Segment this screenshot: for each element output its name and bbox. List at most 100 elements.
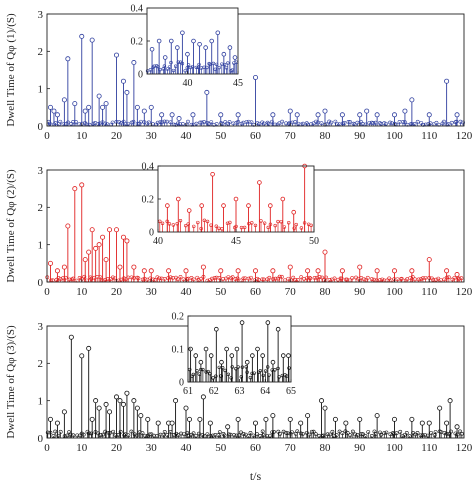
main-2-marker	[416, 277, 421, 282]
main-1-marker	[402, 108, 408, 114]
main-1-marker	[355, 120, 360, 125]
inset-3-marker	[191, 372, 196, 377]
main-1-marker	[246, 119, 251, 124]
main-3-marker	[350, 429, 355, 434]
main-3-marker	[107, 409, 113, 415]
main-3-marker	[217, 430, 222, 435]
main-2-y-tick-label: 2	[38, 202, 44, 214]
main-3-marker	[155, 420, 161, 426]
main-1-marker	[415, 119, 420, 124]
inset-3-marker	[280, 353, 286, 358]
inset-2-marker	[299, 226, 304, 230]
main-3-x-tick-label: 10	[76, 442, 88, 454]
main-2-marker	[178, 274, 183, 279]
main-2-marker	[324, 275, 328, 280]
main-3-marker	[404, 430, 409, 435]
main-3-marker	[194, 433, 198, 438]
inset-1-marker	[152, 64, 156, 68]
inset-3-marker	[208, 353, 214, 358]
main-1-marker	[409, 97, 415, 103]
main-1-marker	[434, 120, 439, 125]
main-1-marker	[277, 121, 282, 126]
inset-2-marker	[196, 220, 200, 225]
inset-2-marker	[292, 226, 296, 230]
main-2-marker	[214, 275, 219, 280]
main-3-marker	[138, 413, 144, 419]
main-3-x-tick-label: 90	[354, 442, 366, 454]
main-3-marker	[47, 416, 53, 422]
main-2-marker	[77, 275, 82, 280]
main-2-x-tick-label: 70	[285, 286, 297, 298]
main-2-marker	[444, 268, 450, 274]
main-1-marker	[270, 119, 274, 124]
main-1-marker	[287, 108, 293, 114]
main-2-y-tick-label: 0	[38, 277, 44, 289]
main-1-marker	[176, 116, 182, 122]
inset-2-marker	[199, 203, 204, 208]
inset-2-y-tick-label: 0	[149, 228, 154, 239]
inset-3-marker	[206, 369, 210, 374]
main-3-marker	[205, 432, 210, 437]
main-1-marker	[202, 120, 206, 124]
inset-2-marker	[175, 196, 181, 202]
main-3-marker	[311, 429, 316, 434]
main-2-marker	[357, 264, 363, 270]
main-2-marker	[56, 276, 61, 280]
main-2-marker	[54, 268, 60, 274]
main-2-marker	[442, 277, 447, 282]
main-1-marker	[374, 112, 380, 118]
main-1-marker	[223, 120, 228, 124]
inset-1-marker	[145, 69, 150, 73]
main-3-marker	[252, 420, 258, 426]
main-3-marker	[268, 433, 272, 438]
inset-background	[188, 316, 291, 382]
inset-2-marker	[228, 220, 232, 225]
main-3-marker	[145, 416, 151, 422]
inset-2-x-tick-label: 50	[309, 236, 319, 247]
main-2-marker	[191, 277, 196, 282]
inset-1-marker	[149, 46, 155, 52]
main-3-marker	[114, 394, 120, 400]
inset-1-marker	[215, 30, 221, 36]
main-3-marker	[54, 420, 60, 426]
main-1-marker	[47, 121, 52, 126]
main-2-marker	[249, 275, 253, 280]
main-1-marker	[384, 121, 388, 126]
main-3-x-tick-label: 80	[320, 442, 332, 454]
main-2-marker	[454, 272, 460, 278]
main-3-x-tick-label: 50	[215, 442, 227, 454]
inset-2-marker	[178, 218, 183, 223]
inset-1-marker	[194, 65, 199, 70]
main-2-marker	[322, 249, 328, 255]
main-3-marker	[197, 431, 201, 436]
main-2-marker	[200, 264, 206, 270]
main-2-marker	[405, 277, 410, 282]
main-3-marker	[332, 416, 338, 422]
main-1-marker	[444, 78, 450, 84]
main-3-marker	[260, 429, 265, 434]
main-2-marker	[58, 277, 63, 281]
main-2-marker	[79, 182, 85, 188]
main-1-x-tick-label: 10	[76, 130, 88, 142]
main-1-marker	[442, 119, 446, 124]
main-2-marker	[315, 275, 319, 280]
inset-1-marker	[207, 61, 211, 66]
inset-3-marker	[261, 373, 265, 378]
main-3-marker	[442, 430, 447, 435]
main-3-marker	[285, 431, 290, 436]
main-3-marker	[459, 431, 464, 436]
inset-3-marker	[277, 375, 281, 379]
main-3-marker	[45, 430, 50, 435]
main-1-marker	[51, 108, 57, 114]
main-2-x-tick-label: 30	[146, 286, 158, 298]
inset-2-marker	[202, 218, 207, 223]
main-2-marker	[103, 257, 109, 263]
main-3-marker	[185, 430, 190, 435]
main-2-marker	[426, 257, 432, 263]
main-2-marker	[65, 223, 71, 229]
main-1-x-tick-label: 30	[146, 130, 158, 142]
inset-3-marker	[224, 346, 229, 352]
main-3-y-tick-label: 3	[38, 321, 44, 333]
inset-3-marker	[239, 320, 245, 325]
